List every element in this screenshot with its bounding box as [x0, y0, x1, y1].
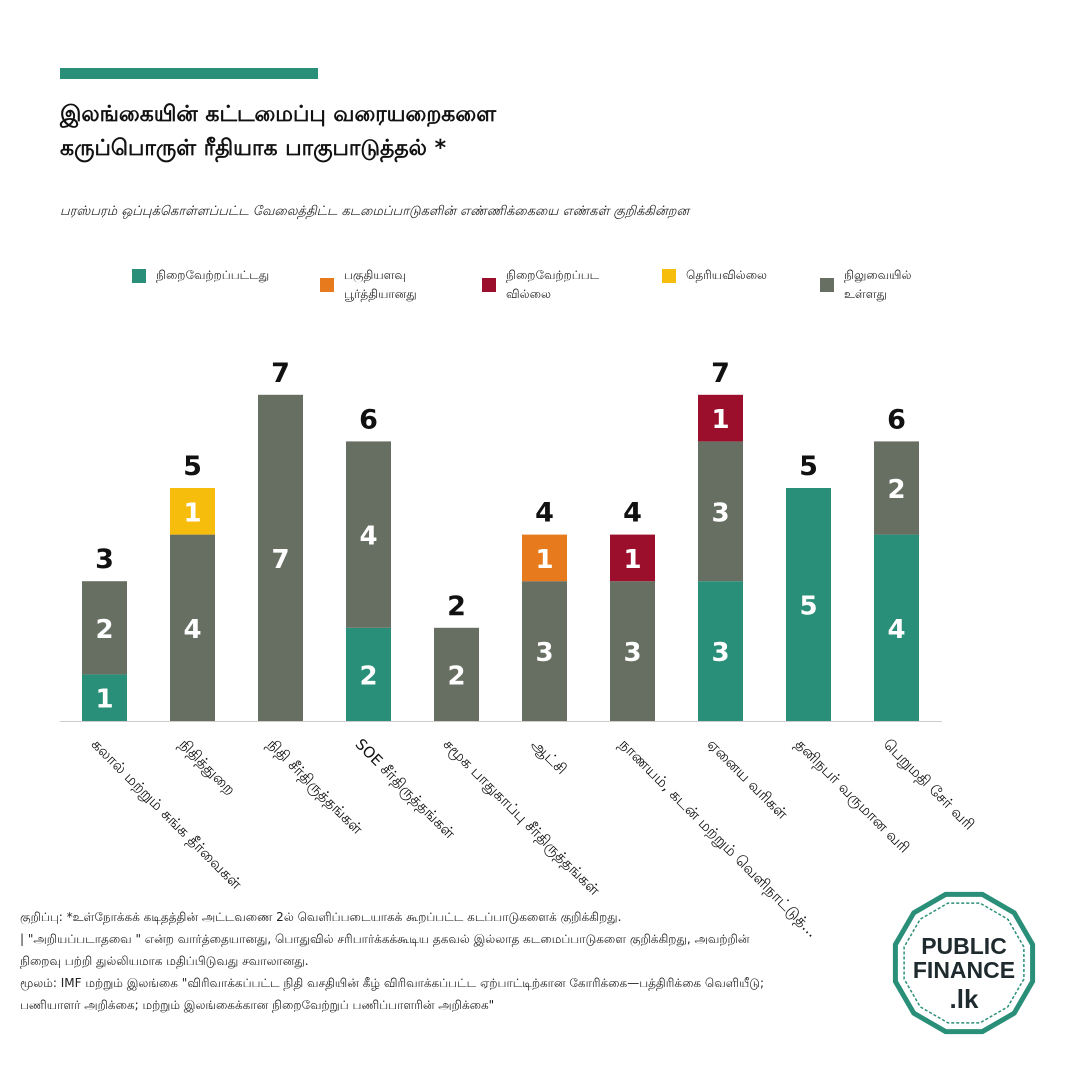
segment-value-label-completed-0: 1 [95, 685, 113, 715]
logo-badge-shape [892, 891, 1036, 1035]
category-label-1: நிதித்துறை [176, 735, 240, 799]
bar-total-label-5: 4 [535, 498, 554, 529]
segment-value-label-pending-0: 2 [95, 615, 113, 645]
category-label-4: சமூக பாதுகாப்பு சீர்திருத்தங்கள் [440, 735, 604, 899]
segment-value-label-pending-2: 7 [271, 545, 289, 575]
bar-total-label-0: 3 [95, 544, 114, 575]
footnote-source: மூலம்: IMF மற்றும் இலங்கை "விரிவாக்கப்பட… [20, 976, 765, 1012]
segment-value-label-not_completed-6: 1 [623, 545, 641, 575]
segment-value-label-completed-3: 2 [359, 661, 377, 691]
segment-value-label-pending-5: 3 [535, 638, 553, 668]
legend: நிறைவேற்றப்பட்டது பகுதியளவு பூர்த்தியானத… [132, 266, 1032, 310]
bar-segment-completed-0 [82, 674, 127, 721]
bar-total-label-2: 7 [271, 358, 290, 389]
bar-segment-not_completed-7 [698, 394, 743, 442]
bar-total-label-8: 5 [799, 451, 818, 482]
bar-segment-pending-0 [82, 581, 127, 675]
category-label-5: ஆட்சி [528, 735, 571, 778]
legend-label-completed: நிறைவேற்றப்பட்டது [156, 268, 270, 282]
publicfinance-logo: PUBLIC FINANCE .lk [889, 888, 1039, 1038]
bar-segment-partially-5 [522, 534, 567, 582]
category-label-7: ஏனைய வரிகள் [704, 735, 792, 823]
bar-segment-unknown-1 [170, 488, 215, 535]
chart-subtitle: பரஸ்பரம் ஒப்புக்கொள்ளப்பட்ட வேலைத்திட்ட … [60, 204, 690, 219]
bar-total-label-3: 6 [359, 404, 378, 435]
logo-text-public: PUBLIC [921, 933, 1007, 959]
bar-total-label-6: 4 [623, 498, 642, 529]
chart-title-line-1: இலங்கையின் கட்டமைப்பு வரையறைகளை [60, 102, 497, 127]
legend-label-unknown: தெரியவில்லை [686, 268, 768, 282]
segment-value-label-completed-9: 4 [887, 615, 905, 645]
legend-label-pending: நிலுவையில் உள்ளது [844, 268, 912, 301]
chart-title: இலங்கையின் கட்டமைப்பு வரையறைகளை கருப்பொர… [60, 98, 960, 166]
footnotes: குறிப்பு: *உள்நோக்கக் கடிதத்தின் அட்டவணை… [20, 906, 780, 1016]
legend-swatch-partially [320, 278, 334, 292]
legend-swatch-not-completed [482, 278, 496, 292]
category-label-9: பெறுமதி சேர் வரி [880, 735, 978, 833]
bar-segment-completed-8 [786, 488, 831, 721]
bar-segment-pending-1 [170, 534, 215, 721]
bar-total-label-4: 2 [447, 591, 466, 622]
legend-item-pending: நிலுவையில் உள்ளது [820, 266, 911, 304]
bar-segment-pending-9 [874, 441, 919, 535]
segment-value-label-pending-7: 3 [711, 498, 729, 528]
logo-text-finance: FINANCE [912, 957, 1016, 983]
chart-title-line-2: கருப்பொருள் ரீதியாக பாகுபாடுத்தல் * [60, 136, 447, 161]
segment-value-label-unknown-1: 1 [183, 498, 201, 528]
footnote-note: குறிப்பு: *உள்நோக்கக் கடிதத்தின் அட்டவணை… [20, 910, 622, 924]
bar-segment-completed-7 [698, 581, 743, 721]
accent-bar [60, 68, 318, 79]
bar-segment-pending-3 [346, 441, 391, 628]
logo-text-lk: .lk [949, 984, 979, 1014]
bar-segment-pending-7 [698, 441, 743, 582]
legend-label-partially: பகுதியளவு பூர்த்தியானது [344, 268, 417, 301]
legend-swatch-unknown [662, 268, 676, 283]
bar-segment-pending-5 [522, 581, 567, 721]
legend-item-completed: நிறைவேற்றப்பட்டது [132, 266, 269, 285]
bar-segment-pending-4 [434, 627, 479, 721]
segment-value-label-completed-7: 3 [711, 638, 729, 668]
segment-value-label-partially-5: 1 [535, 545, 553, 575]
bar-segment-pending-6 [610, 581, 655, 721]
footnote-unknown-definition: | "அறியப்படாதவை " என்ற வார்த்தையானது, பொ… [20, 932, 750, 968]
legend-swatch-completed [132, 268, 146, 283]
bar-total-label-7: 7 [711, 358, 730, 389]
legend-item-not-completed: நிறைவேற்றப்பட வில்லை [482, 266, 599, 304]
category-label-0: கலால் மற்றும் சுங்க தீர்வைகள் [88, 735, 246, 893]
bar-segment-pending-2 [258, 394, 303, 721]
segment-value-label-pending-9: 2 [887, 475, 905, 505]
segment-value-label-pending-3: 4 [359, 522, 377, 552]
legend-swatch-pending [820, 278, 834, 292]
segment-value-label-pending-4: 2 [447, 661, 465, 691]
category-label-2: நிதி சீர்திருத்தங்கள் [264, 735, 367, 838]
segment-value-label-pending-1: 4 [183, 615, 201, 645]
legend-item-unknown: தெரியவில்லை [662, 266, 767, 285]
bar-total-label-1: 5 [183, 451, 202, 482]
bar-total-label-9: 6 [887, 404, 906, 435]
segment-value-label-not_completed-7: 1 [711, 405, 729, 435]
segment-value-label-completed-8: 5 [799, 592, 817, 622]
segment-value-label-pending-6: 3 [623, 638, 641, 668]
bar-segment-not_completed-6 [610, 534, 655, 582]
legend-item-partially: பகுதியளவு பூர்த்தியானது [320, 266, 417, 304]
legend-label-not-completed: நிறைவேற்றப்பட வில்லை [506, 268, 600, 301]
bar-segment-completed-9 [874, 534, 919, 721]
bar-segment-completed-3 [346, 627, 391, 721]
